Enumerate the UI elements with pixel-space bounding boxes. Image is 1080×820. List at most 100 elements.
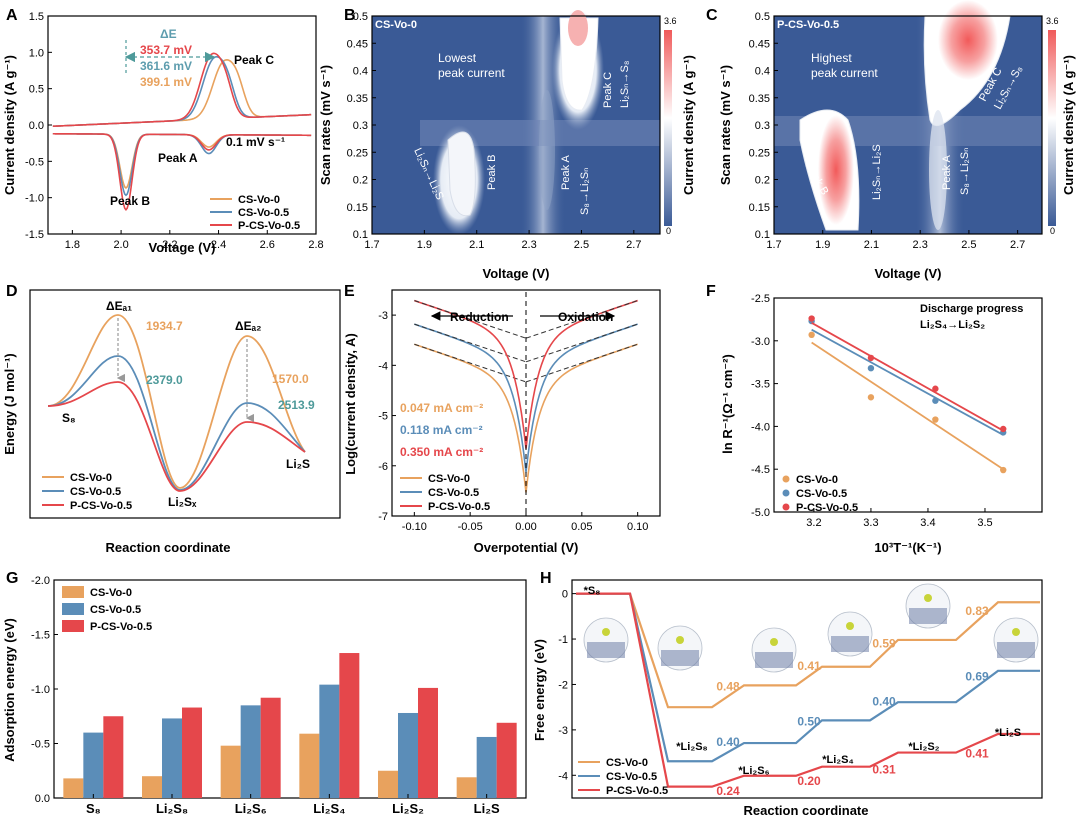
- fit-line-2: [811, 322, 1004, 432]
- heatmap-hot-b: [818, 115, 854, 225]
- panel-label-a: A: [6, 7, 18, 24]
- delta-e-label: ΔE: [160, 27, 177, 41]
- y-axis-title: ln R⁻¹(Ω⁻¹ cm⁻²): [720, 354, 735, 454]
- y-tick-label: 0: [562, 589, 568, 601]
- conv-label-2: S₈→Li₂Sₙ: [959, 148, 971, 195]
- y-tick-label: 1.0: [29, 47, 44, 59]
- colorbar-min: 0: [1050, 226, 1055, 236]
- data-point: [808, 315, 815, 322]
- panel-label-b: B: [344, 7, 356, 24]
- bar: [63, 778, 84, 798]
- step-label: 0.83: [965, 604, 989, 618]
- legend-swatch: [782, 503, 790, 511]
- bar: [398, 712, 418, 798]
- molecule-adsorbate: [676, 636, 684, 644]
- x-axis-title: Voltage (V): [483, 266, 550, 281]
- barrier-value-cs0-1: 1934.7: [146, 319, 183, 333]
- y-tick-label: -3.0: [751, 336, 770, 348]
- step-species-label: *Li₂S₈: [676, 741, 707, 753]
- y-tick-label: -5: [378, 411, 388, 423]
- peak-c-label: Peak C: [602, 72, 614, 108]
- legend: CS-Vo-0 CS-Vo-0.5 P-CS-Vo-0.5: [400, 473, 490, 513]
- data-point: [1000, 466, 1007, 474]
- y-axis-title: Adsorption energy (eV): [2, 618, 17, 762]
- y-axis-title: Free energy (eV): [532, 639, 547, 741]
- bar: [476, 736, 497, 798]
- heatmap-peak-c: [559, 17, 599, 111]
- i0-cs0: 0.047 mA cm⁻²: [400, 401, 483, 415]
- legend-label: CS-Vo-0: [90, 587, 132, 599]
- y-tick-label: -2: [558, 679, 568, 691]
- species-li2sx: Li₂Sₓ: [168, 495, 197, 509]
- bar: [378, 770, 398, 798]
- molecule-models: [583, 583, 1039, 673]
- y-tick-label: -3: [558, 725, 568, 737]
- y-tick-label: 0.45: [749, 38, 770, 50]
- sample-label: P-CS-Vo-0.5: [777, 19, 839, 31]
- panel-g-adsorption: G 0.0 -0.5 -1.0 -1.5 -2.0 S₈ Li₂S₈ Li₂S₆ Li₂S₄ L…: [2, 570, 527, 816]
- colorbar-max: 3.6: [664, 16, 677, 26]
- x-tick-label: Li₂S₆: [235, 801, 267, 816]
- y-tick-label: 0.4: [755, 66, 770, 78]
- molecule-adsorbate: [846, 622, 854, 630]
- legend: CS-Vo-0 CS-Vo-0.5 P-CS-Vo-0.5: [782, 474, 858, 514]
- legend-label: P-CS-Vo-0.5: [428, 501, 490, 513]
- tafel-fit: [525, 323, 638, 363]
- y-tick-label: -3.5: [751, 379, 770, 391]
- legend-swatch: [782, 489, 790, 497]
- y-tick-label: -0.5: [25, 156, 44, 168]
- peak-a-label: Peak A: [560, 154, 572, 190]
- bar: [83, 732, 104, 798]
- reduction-label: Reduction: [450, 310, 509, 324]
- i0-cs05: 0.118 mA cm⁻²: [400, 423, 483, 437]
- barrier-value-cs05-2: 2513.9: [278, 398, 315, 412]
- panel-a-cv: A 1.8 2.0 2.2 2.4 2.6 2.8 -1.5 -1.0 -0.5 0.0 0.5 1.…: [2, 7, 324, 255]
- step-label: 0.41: [965, 746, 989, 760]
- bar: [418, 687, 438, 798]
- y-tick-label: 0.0: [35, 793, 50, 805]
- y-tick-label: -1.5: [31, 630, 50, 642]
- y-tick-label: 0.15: [749, 202, 770, 214]
- x-tick-label: 1.9: [417, 239, 432, 251]
- bar: [260, 697, 281, 798]
- title-line-2: Li₂S₄→Li₂S₂: [920, 319, 985, 331]
- series-line-cs05: [47, 355, 306, 491]
- y-tick-label: 0.5: [353, 11, 368, 23]
- x-tick-label: 2.3: [913, 239, 928, 251]
- y-tick-label: -2.0: [31, 575, 50, 587]
- x-axis-title: Reaction coordinate: [744, 803, 869, 818]
- step-label: 0.31: [872, 763, 896, 777]
- note-line-2: peak current: [811, 66, 878, 80]
- step-label: 0.40: [716, 735, 740, 749]
- bar: [456, 777, 477, 798]
- tafel-fit: [414, 343, 527, 383]
- delta-e-05: 361.6 mV: [140, 59, 192, 73]
- y-tick-label: -2.5: [751, 293, 770, 305]
- y-tick-label: 0.0: [29, 120, 44, 132]
- colorbar-max: 3.6: [1046, 16, 1059, 26]
- legend-label: P-CS-Vo-0.5: [238, 220, 300, 232]
- panel-label-f: F: [706, 283, 716, 300]
- data-point: [808, 331, 815, 339]
- series-line-pcs: [47, 381, 306, 492]
- heatmap-hot-c: [568, 10, 588, 46]
- legend-swatch: [62, 586, 84, 598]
- y-tick-label: -5.0: [751, 507, 770, 519]
- y-tick-label: 0.2: [353, 175, 368, 187]
- step-label: 0.69: [965, 670, 989, 684]
- legend-label: CS-Vo-0: [796, 474, 838, 486]
- legend-label: CS-Vo-0: [70, 472, 112, 484]
- heatmap-peak-a: [929, 110, 947, 230]
- plot-frame: [29, 289, 341, 519]
- note-line-1: Highest: [811, 51, 852, 65]
- x-tick-label: 2.1: [469, 239, 484, 251]
- y-tick-label: -4.0: [751, 421, 770, 433]
- y-tick-label: -7: [378, 511, 388, 523]
- legend: CS-Vo-0 CS-Vo-0.5 P-CS-Vo-0.5: [62, 586, 152, 633]
- series-line-cs0: [47, 314, 306, 489]
- legend-label: P-CS-Vo-0.5: [90, 621, 152, 633]
- x-tick-label: 2.7: [1010, 239, 1025, 251]
- legend-swatch: [62, 620, 84, 632]
- note-line-1: Lowest: [438, 51, 477, 65]
- panel-b-heatmap: B CS-Vo-0 Lowest peak current Peak C Li₂…: [318, 7, 696, 281]
